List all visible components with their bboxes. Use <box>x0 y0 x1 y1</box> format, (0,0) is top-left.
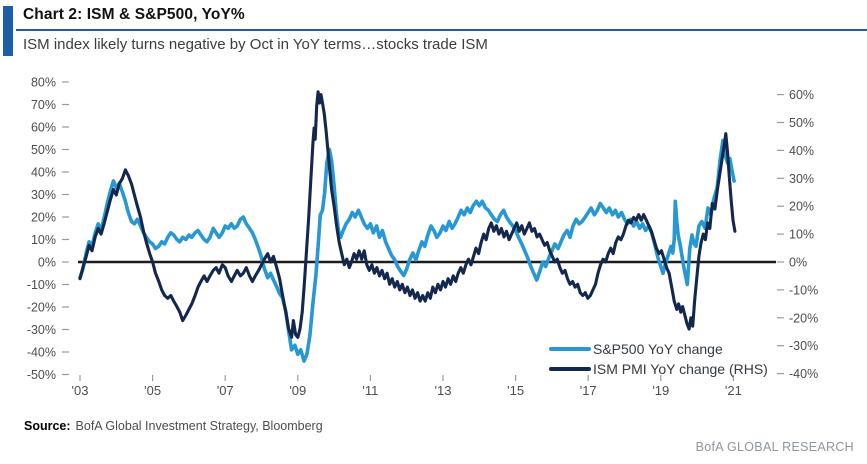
sp500-line <box>78 138 736 363</box>
source-label: Source: <box>24 419 71 433</box>
right-axis-label: 20% <box>789 200 814 214</box>
right-axis-label: -20% <box>789 311 818 325</box>
left-axis-label: 20% <box>31 211 56 225</box>
left-axis-label: 80% <box>31 76 56 90</box>
left-axis-label: 50% <box>31 143 56 157</box>
x-axis-label: '05 <box>144 383 161 398</box>
right-axis-label: -30% <box>789 339 818 353</box>
left-axis-label: 30% <box>31 188 56 202</box>
right-axis-label: 0% <box>789 256 807 270</box>
left-axis-label: 60% <box>31 121 56 135</box>
x-axis-label: '03 <box>72 383 89 398</box>
right-axis-label: 30% <box>789 172 814 186</box>
accent-bar <box>3 6 13 56</box>
x-axis-label: '15 <box>507 383 524 398</box>
right-axis-label: -40% <box>789 367 818 381</box>
right-axis-label: 40% <box>789 144 814 158</box>
right-axis-label: -10% <box>789 283 818 297</box>
left-axis-label: 10% <box>31 233 56 247</box>
ism-line <box>78 90 737 339</box>
sp500-legend-swatch <box>549 346 591 352</box>
brand-footer: BofA GLOBAL RESEARCH <box>695 440 854 454</box>
left-axis-label: -40% <box>27 346 56 360</box>
ism-legend-swatch <box>549 367 591 371</box>
title-rule <box>16 29 867 31</box>
source-text: BofA Global Investment Strategy, Bloombe… <box>75 419 323 433</box>
x-axis-label: '07 <box>217 383 234 398</box>
x-axis-label: '13 <box>435 383 452 398</box>
x-axis-label: '21 <box>725 383 742 398</box>
x-axis-label: '09 <box>289 383 306 398</box>
left-axis-label: -10% <box>27 278 56 292</box>
x-axis-label: '17 <box>580 383 597 398</box>
right-axis-label: 10% <box>789 228 814 242</box>
source-line: Source: BofA Global Investment Strategy, … <box>24 419 323 433</box>
x-axis-label: '19 <box>652 383 669 398</box>
left-axis-label: -50% <box>27 368 56 382</box>
x-axis-label: '11 <box>362 383 378 398</box>
sp500-legend-label: S&P500 YoY change <box>593 341 723 357</box>
left-axis-label: -30% <box>27 323 56 337</box>
left-axis-label: 70% <box>31 98 56 112</box>
legend-item-sp500: S&P500 YoY change <box>549 341 723 357</box>
right-axis-label: 50% <box>789 116 814 130</box>
right-axis-label: 60% <box>789 88 814 102</box>
left-axis-label: 0% <box>38 256 56 270</box>
chart-subtitle: ISM index likely turns negative by Oct i… <box>23 36 488 53</box>
page-title: Chart 2: ISM & S&P500, YoY% <box>23 6 245 23</box>
left-axis-label: -20% <box>27 301 56 315</box>
left-axis-label: 40% <box>31 166 56 180</box>
legend-item-ism: ISM PMI YoY change (RHS) <box>549 361 768 377</box>
ism-legend-label: ISM PMI YoY change (RHS) <box>593 361 768 377</box>
